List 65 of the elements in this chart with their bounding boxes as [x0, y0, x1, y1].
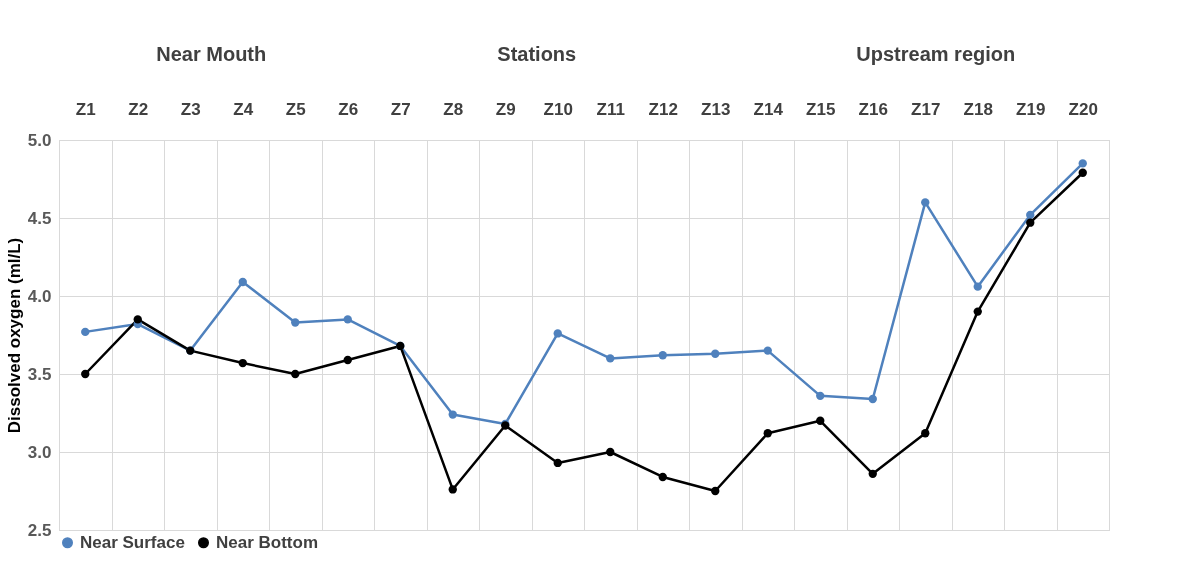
- x-tick-label: Z1: [75, 99, 96, 119]
- x-tick-label: Z17: [911, 99, 941, 119]
- point: [868, 469, 877, 479]
- x-tick-label: Z10: [543, 99, 573, 119]
- x-tick-label: Z14: [753, 99, 784, 119]
- x-tick-label: Z5: [285, 99, 306, 119]
- point: [238, 358, 247, 368]
- point: [711, 349, 720, 358]
- point: [81, 369, 90, 379]
- x-tick-label: Z19: [1016, 99, 1046, 119]
- y-tick-label: 4.0: [27, 286, 52, 306]
- x-tick-label: Z12: [648, 99, 678, 119]
- x-tick-label: Z4: [233, 99, 254, 119]
- x-tick-label: Z15: [806, 99, 836, 119]
- legend-label: Near Surface: [80, 532, 185, 552]
- point: [81, 327, 90, 337]
- x-tick-label: Z18: [963, 99, 993, 119]
- x-tick-label: Z9: [495, 99, 516, 119]
- point: [658, 351, 667, 360]
- point: [816, 391, 825, 401]
- point: [1078, 168, 1087, 177]
- point: [133, 315, 142, 324]
- point: [711, 486, 720, 496]
- point: [973, 282, 982, 291]
- point: [868, 394, 877, 404]
- x-tick-label: Z8: [443, 99, 464, 119]
- y-tick-label: 3.5: [27, 364, 52, 384]
- point: [1026, 210, 1035, 220]
- y-axis-title: Dissolved oxygen (ml/L): [4, 237, 24, 434]
- point: [238, 277, 247, 287]
- point: [448, 485, 457, 494]
- y-tick-label: 2.5: [27, 520, 52, 540]
- point: [606, 447, 615, 457]
- point: [816, 416, 825, 425]
- x-tick-label: Z7: [390, 99, 411, 119]
- legend-label: Near Bottom: [216, 532, 319, 552]
- point: [343, 315, 352, 324]
- point: [553, 458, 562, 468]
- point: [921, 429, 930, 438]
- x-tick-label: Z3: [180, 99, 201, 119]
- point: [973, 307, 982, 316]
- y-tick-label: 3.0: [27, 442, 52, 462]
- x-tick-label: Z6: [338, 99, 359, 119]
- point: [343, 355, 352, 365]
- x-tick-label: Z16: [858, 99, 888, 119]
- point: [448, 410, 457, 419]
- point: [291, 318, 300, 327]
- x-tick-label: Z11: [596, 99, 625, 119]
- y-tick-label: 5.0: [27, 130, 52, 150]
- point: [291, 369, 300, 379]
- point: [553, 329, 562, 338]
- point: [763, 346, 772, 355]
- point: [658, 472, 667, 482]
- point: [606, 354, 615, 363]
- text: Near Mouth: [156, 43, 267, 65]
- point: [763, 429, 772, 438]
- text: Upstream region: [856, 43, 1016, 65]
- x-tick-label: Z2: [128, 99, 149, 119]
- point: [1078, 159, 1087, 168]
- text: Stations: [497, 43, 577, 65]
- x-tick-label: Z13: [701, 99, 731, 119]
- x-tick-label: Z20: [1068, 99, 1098, 119]
- y-tick-label: 4.5: [27, 208, 52, 228]
- point: [1026, 218, 1035, 227]
- point: [921, 198, 930, 207]
